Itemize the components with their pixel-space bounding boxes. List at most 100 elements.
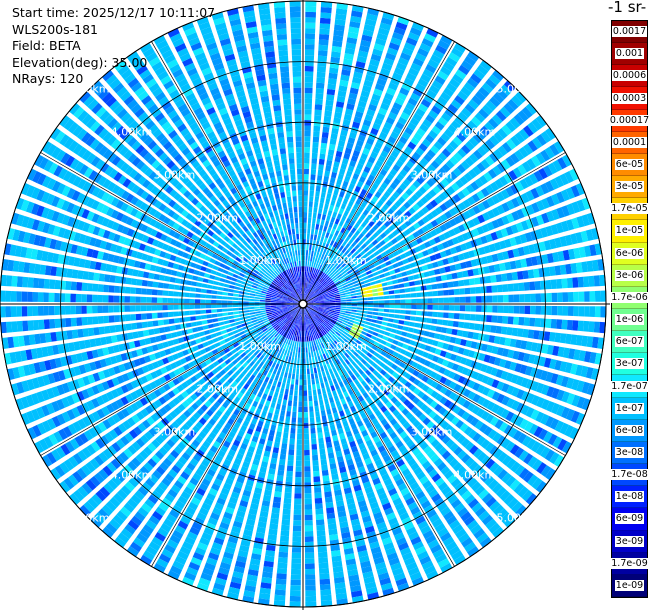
ppi-cell: [319, 316, 325, 321]
ppi-cell: [326, 159, 333, 167]
ppi-cell: [424, 256, 432, 263]
ppi-cell: [337, 196, 343, 203]
ppi-cell: [467, 402, 476, 412]
ppi-cell: [470, 239, 478, 248]
ppi-cell: [188, 334, 195, 340]
ppi-cell: [344, 249, 350, 256]
ppi-cell: [434, 121, 445, 131]
ppi-cell: [361, 365, 368, 372]
ppi-cell: [308, 305, 314, 307]
ppi-cell: [314, 288, 319, 293]
ppi-cell: [493, 263, 501, 272]
ppi-cell: [348, 285, 355, 289]
ppi-cell: [308, 301, 314, 303]
ppi-cell: [458, 64, 470, 76]
ppi-cell: [423, 271, 430, 278]
ppi-cell: [432, 311, 438, 318]
ppi-cell: [452, 462, 463, 472]
ppi-cell: [320, 288, 326, 293]
ppi-cell: [325, 317, 331, 322]
ppi-cell: [505, 226, 514, 236]
ppi-cell: [490, 325, 497, 333]
ppi-cell: [527, 121, 538, 134]
ppi-cell: [227, 308, 233, 312]
ppi-cell: [304, 504, 313, 510]
ppi-cell: [319, 34, 330, 41]
ppi-cell: [318, 562, 329, 569]
ppi-cell: [316, 218, 321, 225]
ppi-cell: [445, 439, 455, 449]
ppi-cell: [372, 331, 379, 337]
ppi-cell: [391, 237, 398, 245]
ppi-cell: [328, 396, 334, 404]
ppi-cell: [523, 317, 530, 326]
ppi-cell: [249, 309, 255, 312]
ppi-cell: [375, 337, 382, 343]
ppi-cell: [366, 352, 373, 358]
ppi-cell: [421, 206, 430, 214]
ppi-cell: [287, 400, 293, 407]
ppi-cell: [373, 203, 381, 211]
ppi-cell: [466, 77, 479, 89]
ppi-cell: [536, 462, 547, 474]
ppi-cell: [417, 349, 424, 356]
ppi-cell: [356, 105, 365, 114]
ppi-cell: [395, 187, 404, 195]
ppi-cell: [419, 157, 429, 167]
ppi-cell: [359, 129, 368, 137]
ppi-cell: [589, 244, 597, 256]
ppi-cell: [424, 345, 432, 352]
ppi-cell: [335, 236, 341, 243]
ppi-cell: [328, 323, 334, 328]
ppi-cell: [491, 379, 500, 389]
ppi-cell: [551, 306, 558, 316]
ppi-cell: [374, 117, 383, 126]
ppi-cell: [306, 336, 309, 342]
ppi-cell: [570, 334, 578, 345]
ppi-cell: [428, 332, 436, 338]
ppi-cell: [320, 247, 324, 254]
ppi-cell: [390, 150, 400, 159]
ppi-cell: [223, 320, 230, 325]
ppi-cell: [458, 279, 465, 287]
ppi-cell: [307, 272, 310, 278]
ppi-cell: [214, 327, 221, 332]
ppi-cell: [147, 321, 154, 328]
ppi-cell: [457, 408, 466, 418]
ppi-cell: [368, 228, 376, 235]
ppi-cell: [419, 243, 427, 251]
ppi-cell: [304, 163, 310, 169]
ppi-cell: [314, 492, 322, 499]
ppi-cell: [364, 224, 372, 232]
ppi-cell: [436, 357, 444, 365]
ppi-cell: [322, 208, 328, 215]
ppi-cell: [456, 271, 464, 279]
ppi-cell: [373, 328, 380, 333]
ppi-cell: [259, 306, 266, 309]
ppi-cell: [404, 228, 412, 236]
ppi-cell: [291, 373, 296, 380]
ppi-cell: [346, 188, 353, 195]
ppi-cell: [327, 257, 333, 263]
ppi-cell: [303, 266, 305, 272]
ppi-cell: [533, 426, 544, 438]
ppi-cell: [540, 149, 551, 162]
ppi-cell: [362, 253, 369, 259]
ppi-cell: [326, 316, 332, 320]
ppi-cell: [426, 284, 432, 290]
ppi-cell: [348, 183, 355, 190]
ppi-cell: [417, 209, 425, 218]
ppi-cell: [313, 262, 317, 268]
ppi-cell: [421, 225, 429, 233]
ppi-cell: [479, 324, 486, 332]
ppi-cell: [391, 229, 399, 237]
ppi-cell: [364, 266, 371, 272]
ppi-cells: [0, 1, 606, 607]
ppi-cell: [321, 280, 326, 285]
ppi-cell: [355, 263, 362, 269]
ppi-cell: [344, 313, 351, 317]
ppi-cell: [467, 51, 480, 62]
ppi-cell: [467, 219, 476, 228]
ppi-cell: [495, 110, 507, 122]
